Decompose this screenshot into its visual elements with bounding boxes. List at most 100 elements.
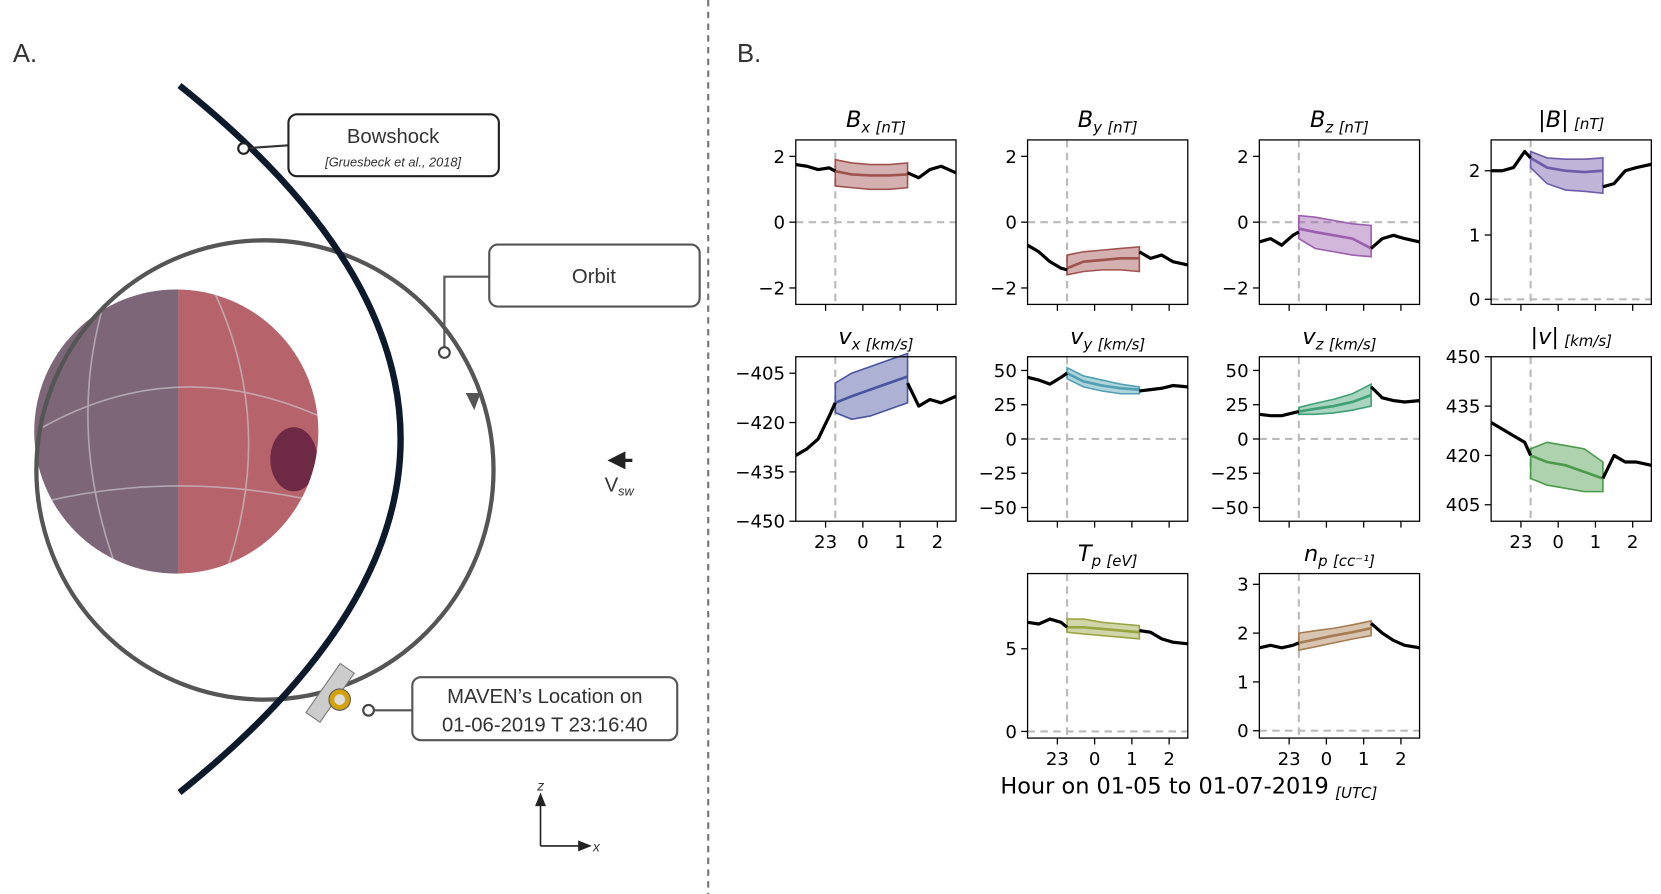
x-tick-label: 23 (1278, 749, 1301, 770)
vsw-main: V (605, 474, 619, 496)
y-tick-label: −2 (990, 278, 1017, 299)
y-tick-label: 0 (1237, 721, 1249, 742)
y-tick-label: −450 (735, 512, 785, 533)
subplot-title: Tp [eV] (1078, 541, 1138, 570)
title-main: v (838, 324, 852, 350)
title-sub: x (860, 118, 870, 136)
marker (237, 142, 250, 155)
y-tick-label: 25 (994, 395, 1017, 416)
prediction-mean (835, 169, 908, 177)
subplot-title: Bx [nT] (846, 107, 906, 136)
prediction-mean (1530, 454, 1604, 480)
subplot: |v| [km/s] 405 420 435 450 23 0 1 2 (1446, 324, 1652, 553)
panel-label: B. (737, 40, 761, 68)
y-tick-label: 5 (1005, 639, 1017, 660)
title-main: B (1078, 107, 1093, 133)
subplot-title: By [nT] (1078, 107, 1138, 136)
callout-text: MAVEN’s Location on (447, 686, 642, 708)
callout-text: Orbit (572, 266, 616, 288)
subplot: vy [km/s] −50 −25 0 25 50 (979, 324, 1189, 528)
title-main: T (1078, 541, 1094, 567)
subplot: By [nT] −2 0 2 (990, 107, 1189, 311)
subplot-title: Bz [nT] (1310, 107, 1369, 136)
y-tick-label: −420 (735, 413, 785, 434)
title-unit: [nT] (876, 118, 906, 136)
prediction-mean (1066, 372, 1140, 391)
callout-text: Bowshock (347, 126, 440, 148)
callout-text: 01-06-2019 T 23:16:40 (442, 715, 648, 737)
prediction-mean (1067, 625, 1140, 634)
y-tick-label: 2 (1005, 147, 1017, 168)
x-tick-label: 2 (1627, 532, 1639, 553)
y-tick-label: 2 (1237, 147, 1249, 168)
marker (362, 703, 375, 717)
title-unit: [km/s] (1329, 335, 1377, 353)
y-tick-label: −25 (979, 464, 1017, 485)
orbit-arrow (465, 393, 481, 411)
x-tick-label: 23 (1046, 749, 1069, 770)
title-main: B (1310, 107, 1325, 133)
y-tick-label: 2 (774, 147, 786, 168)
x-axis-label: Hour on 01-05 to 01-07-2019 [UTC] (1000, 774, 1377, 802)
observed-line (1259, 622, 1420, 650)
y-tick-label: 435 (1446, 397, 1481, 418)
x-tick-label: 2 (932, 532, 944, 553)
y-tick-label: −405 (735, 364, 785, 385)
title-unit: [nT] (1339, 118, 1369, 136)
subplot-title: |B| [nT] (1538, 107, 1604, 133)
subplot-title: vx [km/s] (838, 324, 913, 353)
x-tick-label: 0 (1089, 749, 1101, 770)
y-tick-label: 50 (994, 361, 1017, 382)
y-tick-label: 2 (1237, 624, 1249, 645)
y-tick-label: 1 (1237, 672, 1249, 693)
subplot: |B| [nT] 0 1 2 (1469, 107, 1652, 311)
title-main: |B| (1538, 107, 1569, 133)
x-tick-label: 2 (1395, 749, 1407, 770)
y-tick-label: 2 (1469, 161, 1481, 182)
observed-line (1491, 149, 1652, 189)
plot-frame (1026, 572, 1189, 739)
y-tick-label: 0 (1005, 213, 1017, 234)
prediction-band (834, 352, 909, 421)
plot-frame (1490, 356, 1652, 522)
title-main: v (1302, 324, 1316, 350)
x-tick-label: 1 (894, 532, 906, 553)
subplot-title: vz [km/s] (1302, 324, 1376, 353)
prediction-mean (1298, 626, 1372, 645)
title-main: |v| (1531, 324, 1559, 350)
y-tick-label: 420 (1446, 446, 1481, 467)
y-tick-label: 0 (1005, 722, 1017, 743)
y-tick-label: 3 (1237, 575, 1249, 596)
axes-indicator (535, 792, 592, 852)
subplot-title: |v| [km/s] (1531, 324, 1613, 350)
y-tick-label: −25 (1210, 464, 1248, 485)
prediction-mean (1529, 156, 1603, 174)
observed-line (1027, 371, 1188, 393)
callout (488, 243, 701, 308)
x-tick-label: 0 (857, 532, 869, 553)
x-tick-label: 0 (1321, 749, 1333, 770)
prediction-mean (1066, 257, 1140, 270)
y-tick-label: −2 (758, 278, 785, 299)
callout (411, 676, 679, 742)
bowshock (177, 82, 404, 796)
y-tick-label: 405 (1446, 495, 1481, 516)
x-axis-label-unit: [UTC] (1335, 784, 1377, 802)
axis-label: x (592, 838, 601, 854)
callout-ref: [Gruesbeck et al., 2018] (324, 155, 461, 170)
panel-label: A. (13, 40, 37, 68)
title-main: B (846, 107, 861, 133)
solar-wind-arrow (607, 451, 633, 470)
title-main: v (1070, 324, 1084, 350)
prediction-band (1529, 150, 1604, 195)
title-unit: [km/s] (1098, 335, 1146, 353)
title-unit: [nT] (1574, 115, 1604, 133)
title-sub: p (1091, 552, 1101, 570)
y-tick-label: 0 (1005, 429, 1017, 450)
y-tick-label: 0 (1237, 213, 1249, 234)
observed-line (794, 382, 957, 457)
y-tick-label: 1 (1469, 225, 1481, 246)
x-tick-label: 23 (1509, 532, 1532, 553)
